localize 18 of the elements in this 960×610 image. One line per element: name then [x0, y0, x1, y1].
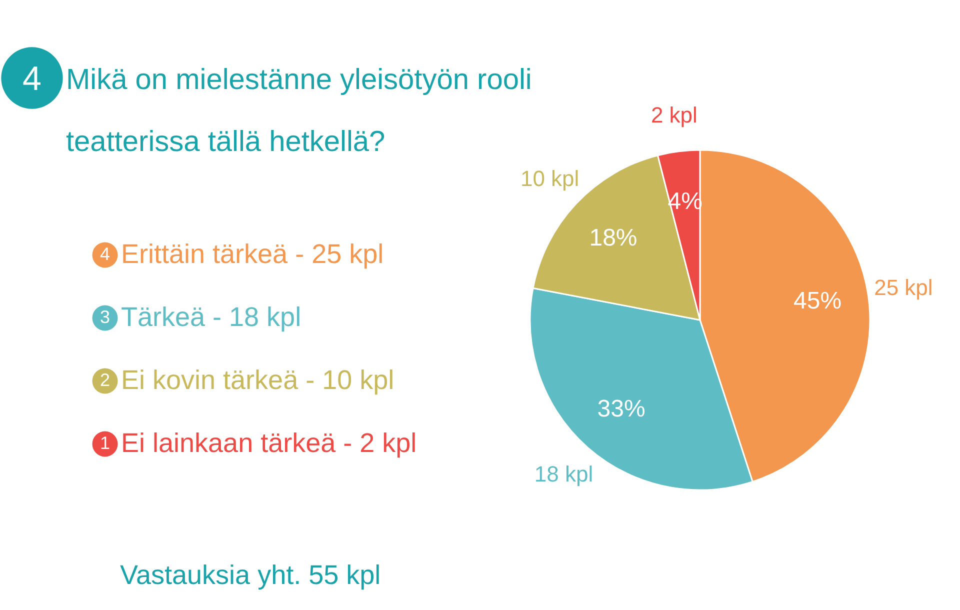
- text: 4: [22, 60, 42, 98]
- text: 18 kpl: [534, 462, 594, 487]
- chart-title: Mikä on mielestänne yleisötyön rooli teatterissa tällä hetkellä?: [66, 64, 532, 158]
- legend-label: Ei lainkaan tärkeä - 2 kpl: [121, 428, 417, 458]
- text: 4: [100, 244, 110, 264]
- data-label: 45%: [794, 287, 842, 314]
- text: 10 kpl: [520, 166, 580, 191]
- text: 3: [100, 307, 110, 327]
- text: 1: [100, 433, 110, 453]
- text: 2: [100, 370, 110, 390]
- text: 2 kpl: [650, 102, 698, 128]
- legend-label: Tärkeä - 18 kpl: [121, 302, 302, 332]
- legend-label: Erittäin tärkeä - 25 kpl: [121, 239, 384, 269]
- legend-label: Ei kovin tärkeä - 10 kpl: [121, 365, 394, 395]
- data-label: 33%: [597, 395, 646, 422]
- text: Vastauksia yht. 55 kpl: [120, 560, 381, 590]
- data-label: 18%: [589, 224, 638, 252]
- text: 25 kpl: [874, 274, 933, 300]
